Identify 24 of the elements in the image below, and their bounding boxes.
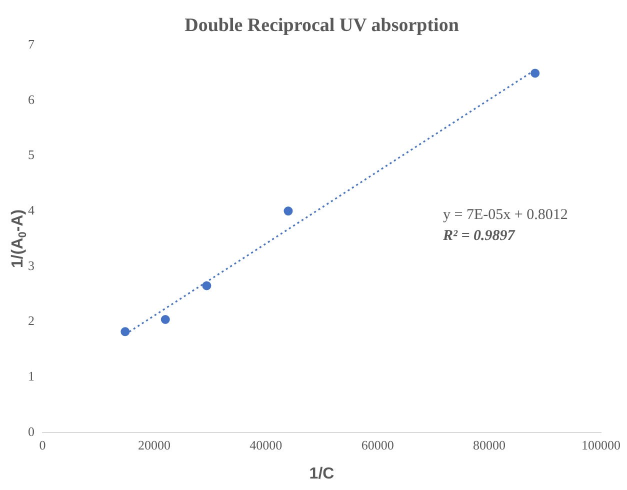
y-tick-label: 3: [28, 258, 34, 273]
y-tick-label: 0: [28, 424, 34, 439]
point: [284, 206, 293, 216]
x-tick-label: 0: [39, 438, 46, 453]
y-tick-label: 2: [28, 313, 34, 328]
x-tick-label: 80000: [473, 438, 506, 453]
chart-title: Double Reciprocal UV absorption: [184, 14, 460, 36]
y-tick-label: 4: [28, 202, 35, 218]
point: [202, 281, 212, 290]
annotation: R² = 0.9897: [442, 228, 516, 244]
annotation: y = 7E-05x + 0.8012: [443, 206, 568, 223]
point: [120, 327, 130, 336]
x-tick-label: 40000: [250, 438, 282, 453]
y-axis-title: 1/(A0-A): [9, 209, 30, 268]
point: [160, 315, 170, 324]
x-tick-label: 20000: [138, 438, 170, 453]
y-tick-label: 1: [28, 368, 34, 384]
x-axis-title: 1/C: [309, 465, 335, 482]
x-tick-label: 60000: [361, 438, 394, 453]
point: [530, 68, 540, 78]
y-tick-label: 7: [28, 36, 35, 52]
y-tick-label: 6: [28, 92, 35, 107]
y-tick-label: 5: [28, 147, 34, 162]
x-tick-label: 100000: [582, 438, 620, 453]
